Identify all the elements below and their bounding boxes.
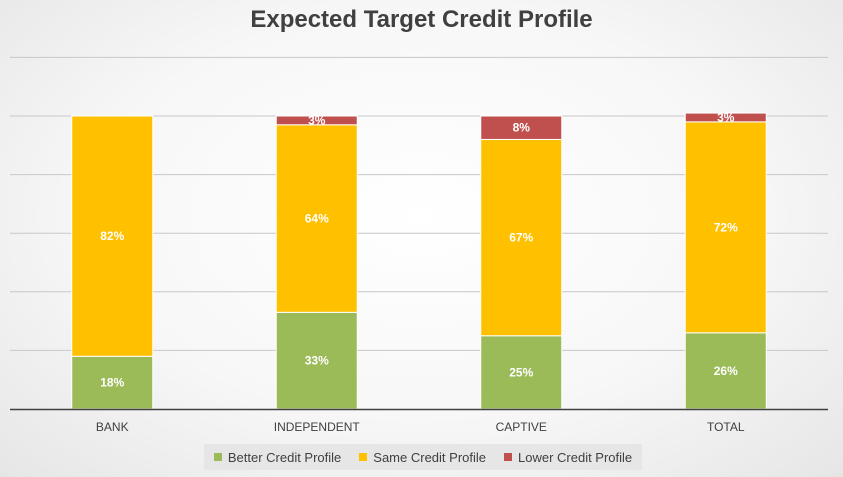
- data-label: 3%: [308, 113, 326, 127]
- legend-label: Better Credit Profile: [227, 449, 342, 465]
- bar-segment: [71, 355, 154, 410]
- bar-segment: [480, 138, 563, 337]
- legend-label: Lower Credit Profile: [518, 449, 633, 465]
- data-label: 8%: [513, 121, 531, 135]
- bar-segment: [684, 332, 767, 410]
- legend-swatch: [359, 453, 368, 461]
- legend-item: Better Credit Profile: [213, 449, 342, 465]
- bar-segment: [684, 112, 767, 123]
- legend-item: Same Credit Profile: [359, 450, 486, 465]
- data-label: 72%: [714, 220, 738, 234]
- data-label: 3%: [717, 110, 735, 124]
- bar-segment: [480, 335, 563, 410]
- bar-segment: [275, 115, 358, 126]
- data-label: 33%: [305, 354, 329, 368]
- category-label: INDEPENDENT: [274, 420, 361, 434]
- category-label: CAPTIVE: [496, 420, 547, 434]
- data-label: 25%: [509, 365, 533, 379]
- legend-swatch: [213, 453, 222, 461]
- chart-title: Expected Target Credit Profile: [250, 6, 593, 33]
- category-label: TOTAL: [707, 420, 745, 434]
- bar-segment: [684, 121, 767, 334]
- data-label: 26%: [714, 364, 738, 378]
- data-label: 64%: [305, 212, 329, 226]
- category-label: BANK: [96, 420, 129, 434]
- bar-segment: [71, 115, 154, 357]
- legend-item: Lower Credit Profile: [504, 450, 632, 465]
- bar-segment: [275, 124, 358, 313]
- data-label: 67%: [509, 231, 533, 245]
- legend: Better Credit Profile Same Credit Profile…: [204, 444, 642, 470]
- data-label: 18%: [100, 376, 124, 390]
- legend-swatch: [504, 453, 512, 461]
- data-label: 82%: [100, 229, 124, 243]
- legend-label: Same Credit Profile: [373, 449, 486, 465]
- bar-segment: [480, 115, 563, 140]
